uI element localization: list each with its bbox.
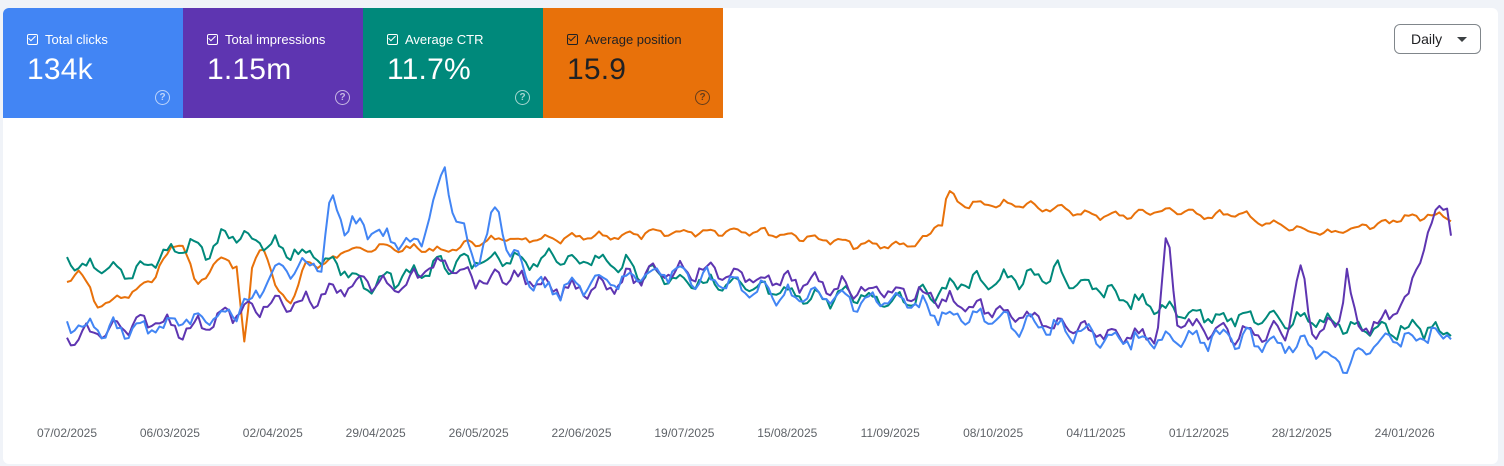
x-tick-label: 02/04/2025 — [243, 426, 303, 440]
x-tick-label: 28/12/2025 — [1272, 426, 1332, 440]
caret-down-icon — [1457, 37, 1467, 42]
x-tick-label: 29/04/2025 — [346, 426, 406, 440]
help-circle-icon[interactable]: ? — [155, 90, 170, 105]
x-tick-label: 15/08/2025 — [757, 426, 817, 440]
series-line-clicks — [66, 166, 1452, 374]
card-total-clicks[interactable]: Total clicks 134k ? — [3, 8, 183, 118]
x-tick-label: 07/02/2025 — [37, 426, 97, 440]
card-value: 134k — [27, 53, 93, 86]
x-tick-label: 19/07/2025 — [654, 426, 714, 440]
checkbox-checked-icon[interactable] — [207, 34, 218, 45]
checkbox-checked-icon[interactable] — [387, 34, 398, 45]
card-value: 11.7% — [387, 53, 471, 86]
card-label: Average CTR — [405, 32, 484, 47]
series-line-impressions — [66, 204, 1452, 347]
x-tick-label: 06/03/2025 — [140, 426, 200, 440]
help-circle-icon[interactable]: ? — [695, 90, 710, 105]
help-circle-icon[interactable]: ? — [515, 90, 530, 105]
card-label: Total impressions — [225, 32, 326, 47]
x-tick-label: 22/06/2025 — [551, 426, 611, 440]
checkbox-checked-icon[interactable] — [27, 34, 38, 45]
x-tick-label: 11/09/2025 — [861, 426, 920, 440]
card-value: 1.15m — [207, 53, 292, 86]
card-average-position[interactable]: Average position 15.9 ? — [543, 8, 723, 118]
granularity-dropdown[interactable]: Daily — [1394, 24, 1481, 54]
x-tick-label: 08/10/2025 — [963, 426, 1023, 440]
card-label: Total clicks — [45, 32, 108, 47]
granularity-value: Daily — [1411, 31, 1443, 47]
metric-cards: Total clicks 134k ? Total impressions 1.… — [3, 8, 723, 118]
x-tick-label: 04/11/2025 — [1066, 426, 1125, 440]
x-tick-label: 26/05/2025 — [449, 426, 509, 440]
series-line-position — [66, 190, 1452, 343]
performance-panel: 07/02/2025 06/03/2025 02/04/2025 29/04/2025… — [3, 8, 1498, 464]
card-total-impressions[interactable]: Total impressions 1.15m ? — [183, 8, 363, 118]
x-tick-label: 24/01/2026 — [1375, 426, 1435, 440]
performance-line-chart: 07/02/2025 06/03/2025 02/04/2025 29/04/2025… — [37, 166, 1452, 440]
card-average-ctr[interactable]: Average CTR 11.7% ? — [363, 8, 543, 118]
checkbox-checked-icon[interactable] — [567, 34, 578, 45]
card-label: Average position — [585, 32, 682, 47]
help-circle-icon[interactable]: ? — [335, 90, 350, 105]
card-value: 15.9 — [567, 53, 627, 86]
x-tick-label: 01/12/2025 — [1169, 426, 1229, 440]
